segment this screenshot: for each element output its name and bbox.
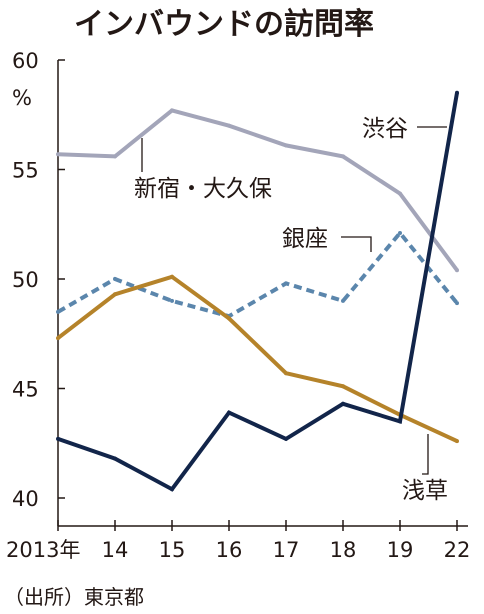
data-point (56, 309, 60, 314)
series-label-1: 新宿・大久保 (134, 176, 272, 202)
data-point (113, 277, 117, 281)
series-label-3: 浅草 (402, 478, 448, 504)
series-line-3 (56, 274, 458, 443)
data-point (56, 336, 60, 341)
data-point (227, 316, 231, 321)
data-point (170, 487, 174, 492)
data-point (170, 298, 174, 303)
series-line-4 (57, 92, 459, 492)
chart-title: インバウンドの訪問率 (74, 7, 374, 42)
data-point (455, 439, 459, 444)
y-tick-label: 60 (12, 49, 39, 73)
data-point (284, 281, 288, 286)
data-point (227, 123, 231, 128)
x-tick-label: 2013年 (6, 538, 80, 562)
y-tick-label: 55 (12, 159, 39, 183)
x-tick-label: 16 (216, 538, 243, 562)
data-point (398, 191, 402, 196)
data-point (341, 154, 345, 159)
data-point (398, 419, 402, 424)
data-point (341, 298, 345, 303)
label-leader-line (422, 434, 429, 475)
data-point (170, 274, 174, 279)
label-leader-line (341, 236, 372, 252)
data-point (284, 371, 288, 376)
data-point (227, 410, 231, 415)
series-line-2 (57, 229, 459, 319)
x-tick-label: 22 (444, 538, 471, 562)
y-tick-label: 50 (12, 268, 39, 292)
data-point (455, 90, 459, 95)
y-tick-label: 45 (12, 378, 39, 402)
data-point (113, 292, 117, 297)
y-axis: 40 45 50 55 60 (12, 49, 65, 511)
x-axis: 2013年 14 15 16 17 18 19 22 (6, 520, 470, 562)
x-tick-label: 14 (102, 538, 129, 562)
data-point (284, 143, 288, 148)
data-point (455, 301, 459, 306)
y-tick-label: 40 (12, 487, 39, 511)
x-tick-label: 15 (159, 538, 186, 562)
source-note: （出所）東京都 (4, 585, 144, 609)
data-point (56, 152, 60, 157)
data-point (56, 436, 60, 441)
data-point (455, 268, 459, 273)
data-point (113, 154, 117, 159)
data-point (398, 231, 402, 235)
data-point (170, 108, 174, 113)
data-point (341, 384, 345, 389)
x-tick-label: 19 (387, 538, 414, 562)
series-line-1 (57, 108, 459, 272)
y-axis-unit: % (12, 86, 32, 110)
x-tick-label: 18 (330, 538, 357, 562)
series-label-2: 銀座 (282, 226, 328, 252)
data-point (113, 456, 117, 461)
series-label-4: 渋谷 (362, 116, 408, 142)
data-point (341, 401, 345, 406)
x-tick-label: 17 (273, 538, 300, 562)
series-lines (56, 90, 459, 492)
data-point (284, 436, 288, 441)
